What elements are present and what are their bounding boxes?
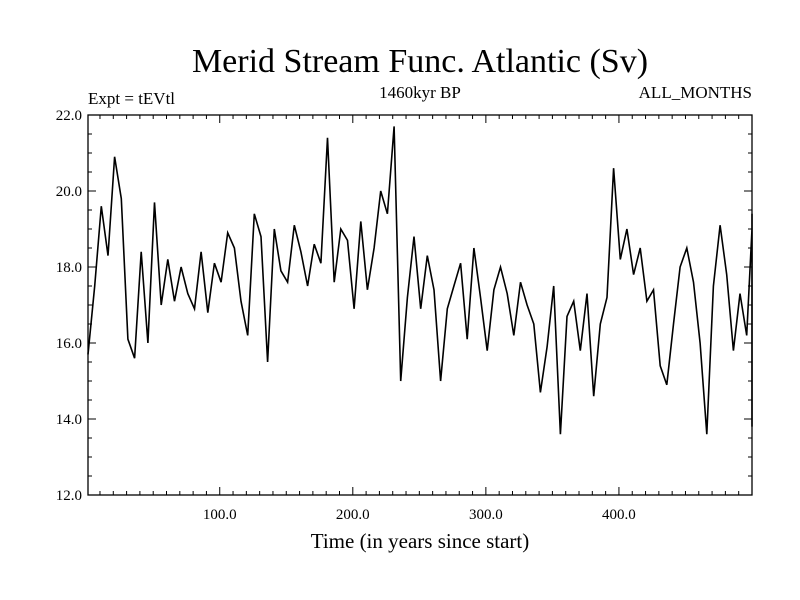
y-axis: 12.0 14.0 16.0 18.0 20.0 22.0: [56, 108, 752, 504]
x-tick-label: 200.0: [336, 507, 370, 523]
annotation-period: 1460kyr BP: [379, 83, 461, 102]
chart-title: Merid Stream Func. Atlantic (Sv): [192, 43, 648, 80]
y-tick-label: 14.0: [56, 412, 82, 428]
y-tick-label: 18.0: [56, 260, 82, 276]
y-tick-label: 16.0: [56, 336, 82, 352]
series-layer: [87, 126, 753, 435]
x-tick-label: 100.0: [203, 507, 237, 523]
annotation-experiment: Expt = tEVtl: [88, 89, 175, 108]
series-line: [87, 126, 753, 435]
annotation-months: ALL_MONTHS: [639, 83, 752, 102]
x-tick-label: 300.0: [469, 507, 503, 523]
x-axis: 100.0 200.0 300.0 400.0: [99, 115, 740, 523]
x-tick-label: 400.0: [602, 507, 636, 523]
y-tick-label: 22.0: [56, 108, 82, 124]
y-tick-label: 12.0: [56, 488, 82, 504]
y-tick-label: 20.0: [56, 184, 82, 200]
x-axis-label: Time (in years since start): [311, 529, 530, 553]
